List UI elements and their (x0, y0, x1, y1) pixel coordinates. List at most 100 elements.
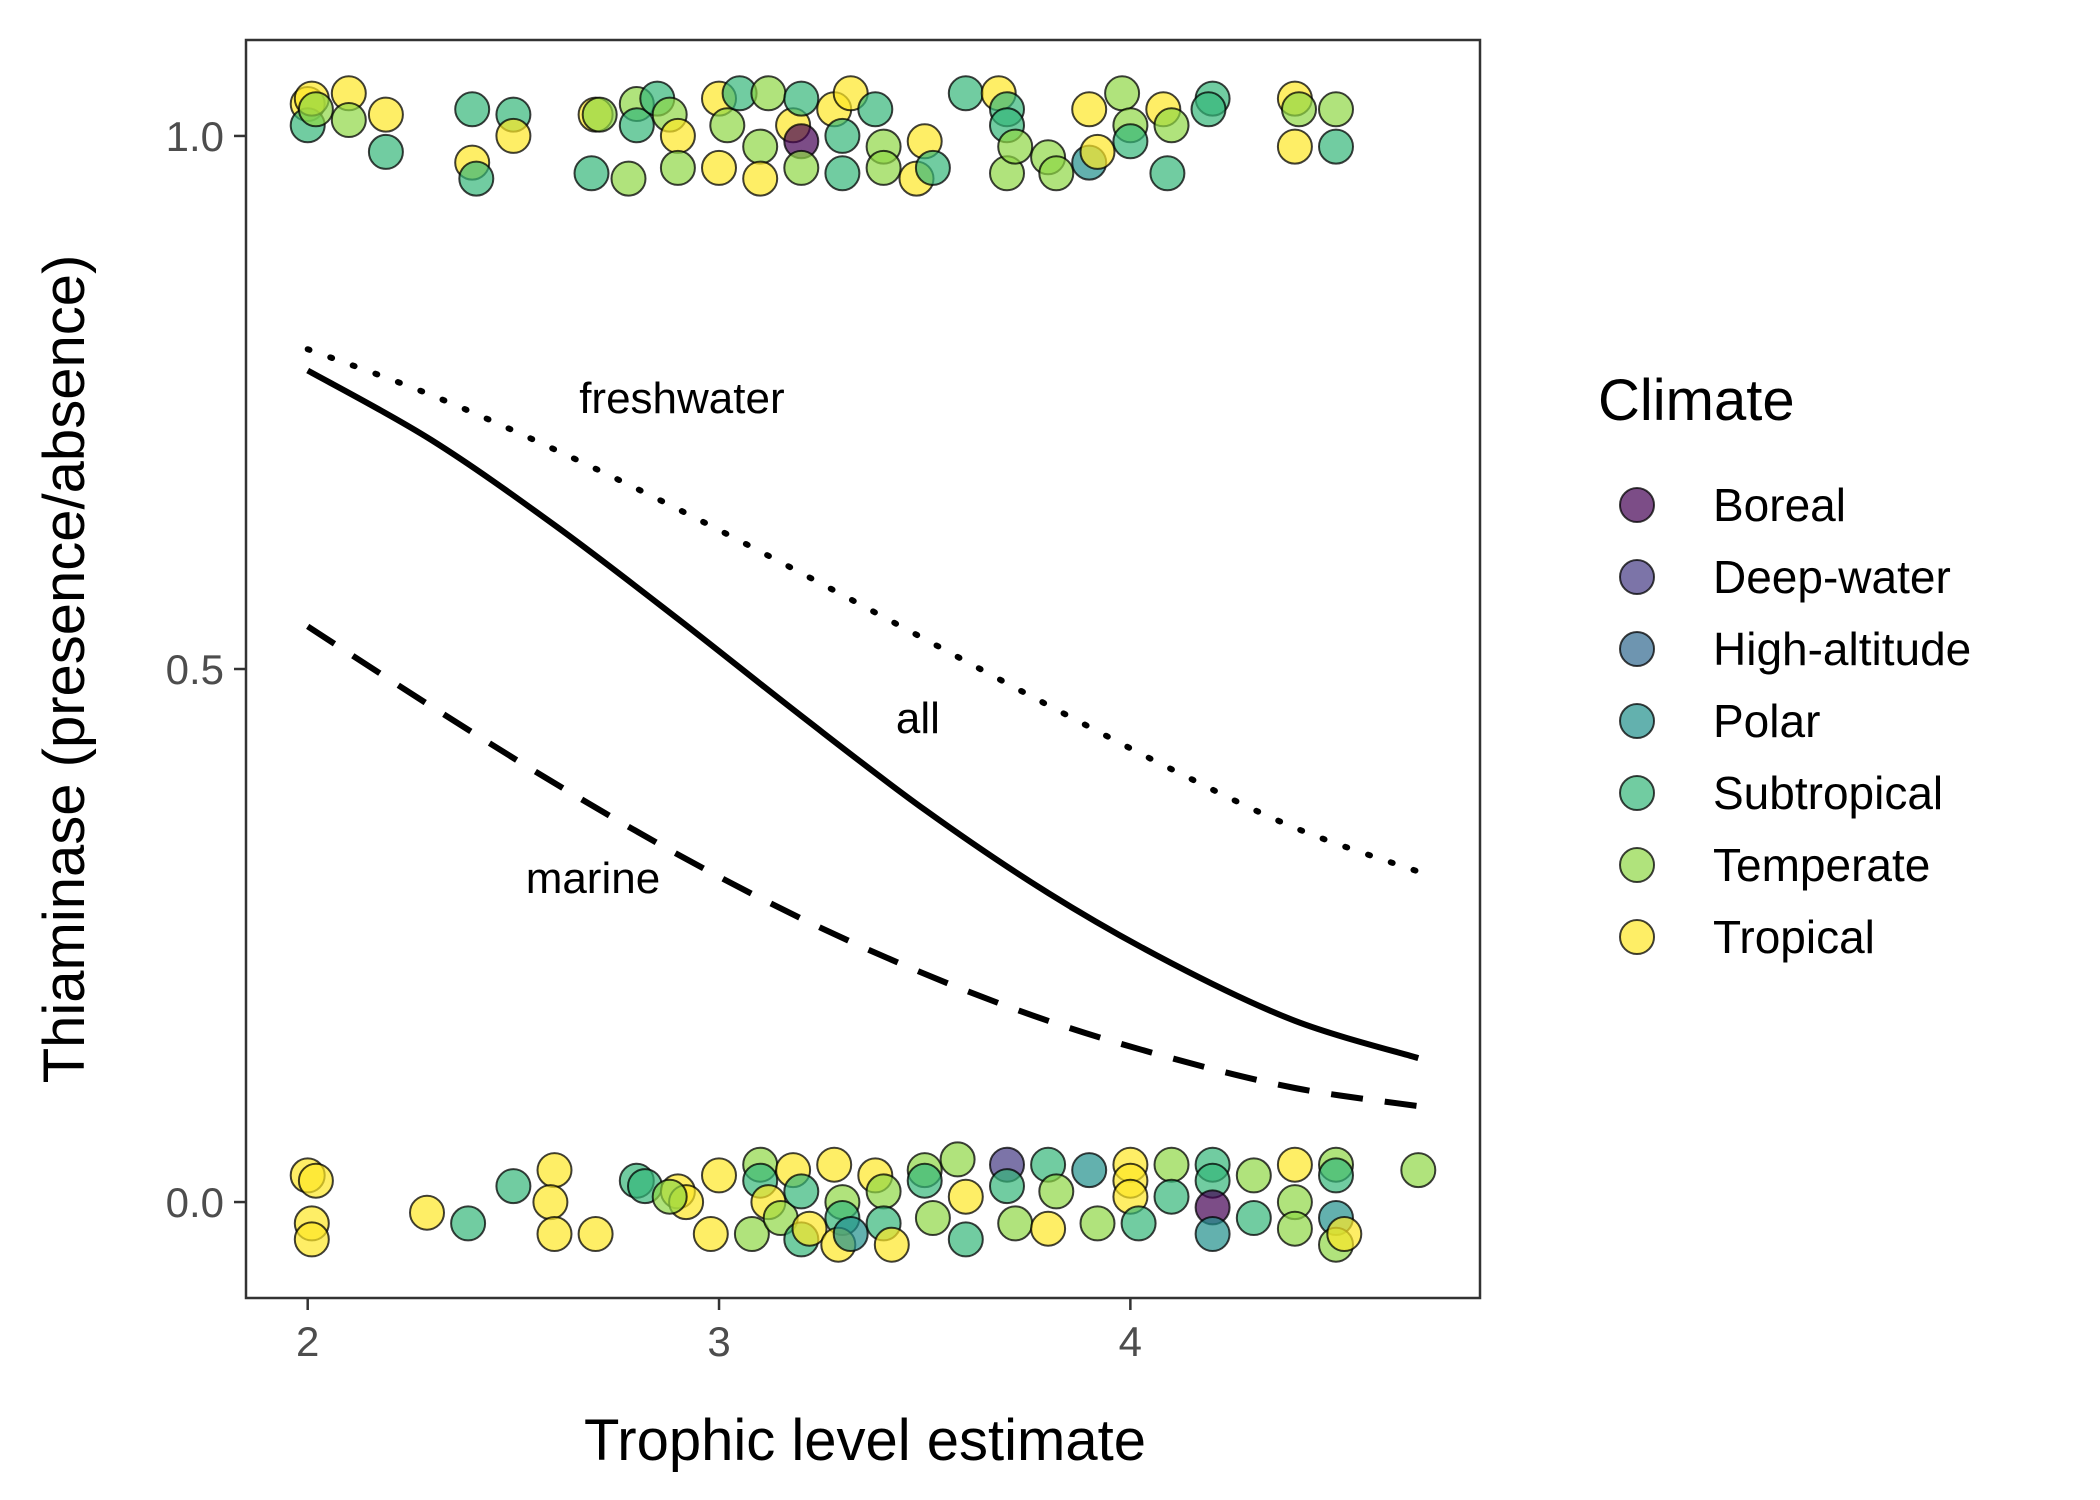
legend-item: Deep-water (1619, 551, 1951, 603)
legend-label: Temperate (1713, 839, 1930, 891)
point-temperate (297, 91, 334, 128)
point-tropical (1071, 91, 1108, 128)
point-subtropical (1149, 155, 1186, 192)
point-temperate (330, 102, 367, 138)
point-tropical (1079, 133, 1116, 170)
point-tropical (293, 1221, 330, 1258)
point-subtropical (824, 155, 861, 192)
legend-item: Tropical (1619, 911, 1875, 963)
legend-key (1619, 559, 1655, 595)
point-temperate (783, 149, 820, 186)
axes: 2 3 4 0.0 0.5 1.0 (166, 113, 1142, 1365)
point-temperate (865, 149, 902, 186)
point-subtropical (1235, 1200, 1272, 1236)
point-temperate (1153, 107, 1190, 144)
point-temperate (997, 128, 1034, 165)
legend-label: Tropical (1713, 911, 1875, 963)
point-subtropical (824, 117, 861, 154)
point-temperate (659, 149, 696, 186)
legend-item: Polar (1619, 695, 1820, 747)
legend-key (1619, 631, 1655, 667)
point-subtropical (454, 91, 491, 128)
point-temperate (865, 1173, 902, 1210)
point-temperate (939, 1141, 976, 1178)
point-tropical (536, 1216, 573, 1252)
point-subtropical (1318, 1157, 1354, 1194)
point-temperate (733, 1216, 770, 1252)
line-annotations: freshwater all marine (526, 374, 940, 903)
point-tropical (701, 1157, 737, 1194)
line-freshwater (304, 346, 1422, 875)
point-tropical (1326, 1216, 1363, 1252)
legend-label: Boreal (1713, 479, 1846, 531)
point-tropical (1276, 128, 1313, 165)
point-subtropical (989, 1168, 1025, 1205)
point-temperate (1104, 75, 1141, 112)
data-points (289, 75, 1437, 1263)
legend-label: Polar (1713, 695, 1820, 747)
line-marine (306, 623, 1419, 1110)
plot-panel (244, 38, 1482, 1300)
point-temperate (581, 96, 618, 133)
point-tropical (659, 117, 696, 154)
point-temperate (709, 107, 746, 144)
point-tropical (742, 160, 779, 197)
point-tropical (1276, 1146, 1313, 1183)
point-subtropical (1120, 1205, 1157, 1242)
legend-label: High-altitude (1713, 623, 1971, 675)
point-temperate (1276, 1210, 1313, 1247)
point-polar (832, 1216, 869, 1252)
point-polar (1071, 1152, 1108, 1189)
point-temperate (1079, 1205, 1116, 1242)
legend-key (1619, 847, 1655, 883)
point-tropical (577, 1216, 614, 1252)
point-tropical (701, 149, 737, 186)
point-temperate (742, 128, 779, 165)
point-tropical (367, 96, 404, 133)
legend-item: High-altitude (1619, 623, 1971, 675)
point-temperate (1400, 1152, 1437, 1189)
annotation-freshwater: freshwater (579, 374, 784, 423)
legend-key (1619, 487, 1655, 523)
point-temperate (1038, 155, 1075, 192)
y-axis-title: Thiaminase (presence/absence) (32, 255, 97, 1084)
point-temperate (914, 1200, 951, 1236)
legend-key (1619, 703, 1655, 739)
point-temperate (750, 75, 787, 112)
legend-key (1619, 775, 1655, 811)
point-tropical (1030, 1210, 1067, 1247)
x-tick-label: 3 (707, 1318, 730, 1365)
annotation-all: all (896, 694, 940, 743)
point-subtropical (450, 1205, 487, 1242)
point-subtropical (906, 1162, 943, 1199)
legend-item: Boreal (1619, 479, 1846, 531)
y-tick-label: 0.5 (166, 646, 224, 693)
point-subtropical (573, 155, 610, 192)
point-subtropical (914, 149, 951, 186)
point-tropical (495, 117, 532, 154)
point-subtropical (947, 1221, 984, 1258)
legend-label: Subtropical (1713, 767, 1943, 819)
point-tropical (791, 1210, 828, 1247)
point-temperate (651, 1178, 688, 1215)
y-tick-label: 0.0 (166, 1179, 224, 1226)
point-temperate (1318, 91, 1354, 128)
point-temperate (1235, 1157, 1272, 1194)
point-subtropical (783, 1173, 820, 1210)
point-temperate (610, 160, 647, 197)
legend-item: Subtropical (1619, 767, 1943, 819)
point-tropical (536, 1152, 573, 1189)
x-axis-title: Trophic level estimate (584, 1408, 1146, 1473)
x-tick-label: 4 (1119, 1318, 1142, 1365)
legend-title: Climate (1598, 368, 1795, 433)
point-tropical (947, 1178, 984, 1215)
point-temperate (1038, 1173, 1075, 1210)
point-subtropical (618, 107, 655, 144)
legend-label: Deep-water (1713, 551, 1951, 603)
point-temperate (1281, 91, 1317, 128)
fit-lines (304, 346, 1422, 1110)
point-tropical (409, 1194, 445, 1231)
point-subtropical (857, 91, 894, 128)
point-tropical (816, 1146, 853, 1183)
